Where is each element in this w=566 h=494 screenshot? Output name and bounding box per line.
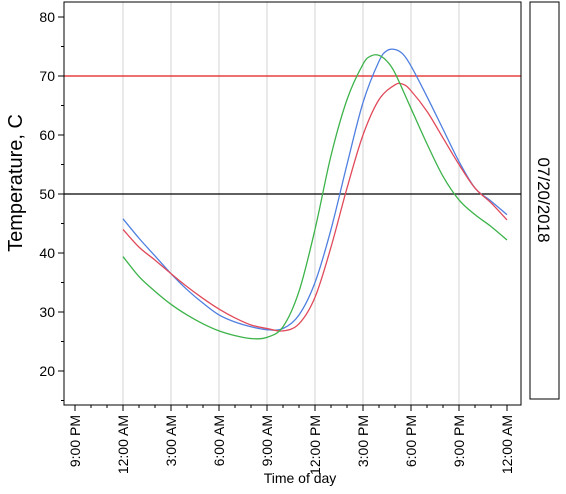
y-axis: 20 30 40 50 60 70 80 — [39, 9, 64, 401]
x-tick-label: 3:00 PM — [355, 415, 371, 467]
x-tick-label: 9:00 PM — [67, 415, 83, 467]
y-axis-title: Temperature, C — [5, 114, 27, 252]
series-line — [122, 82, 508, 332]
plot-frame — [63, 1, 522, 406]
panel-label: 07/20/2018 — [534, 157, 553, 242]
y-tick-label: 80 — [39, 9, 55, 25]
y-tick-label: 30 — [39, 304, 55, 320]
x-tick-label: 3:00 AM — [163, 415, 179, 466]
x-axis: 9:00 PM 12:00 AM 3:00 AM 6:00 AM 9:00 AM 12:0… — [67, 405, 515, 475]
x-tick-label: 6:00 AM — [211, 415, 227, 466]
x-tick-label: 12:00 AM — [499, 415, 515, 474]
x-axis-title: Time of day — [264, 470, 337, 486]
x-tick-label: 12:00 PM — [307, 415, 323, 475]
vertical-gridlines — [122, 2, 460, 405]
x-tick-label: 12:00 AM — [115, 415, 131, 474]
y-tick-label: 50 — [39, 186, 55, 202]
data-series — [122, 48, 508, 340]
y-tick-label: 20 — [39, 363, 55, 379]
series-line — [122, 48, 508, 331]
x-tick-label: 9:00 AM — [259, 415, 275, 466]
reference-lines — [64, 75, 521, 195]
panel-label-box — [529, 1, 560, 400]
y-tick-label: 40 — [39, 245, 55, 261]
x-tick-label: 9:00 PM — [451, 415, 467, 467]
y-tick-label: 60 — [39, 127, 55, 143]
y-tick-label: 70 — [39, 68, 55, 84]
series-line — [122, 54, 508, 340]
x-tick-label: 6:00 PM — [403, 415, 419, 467]
